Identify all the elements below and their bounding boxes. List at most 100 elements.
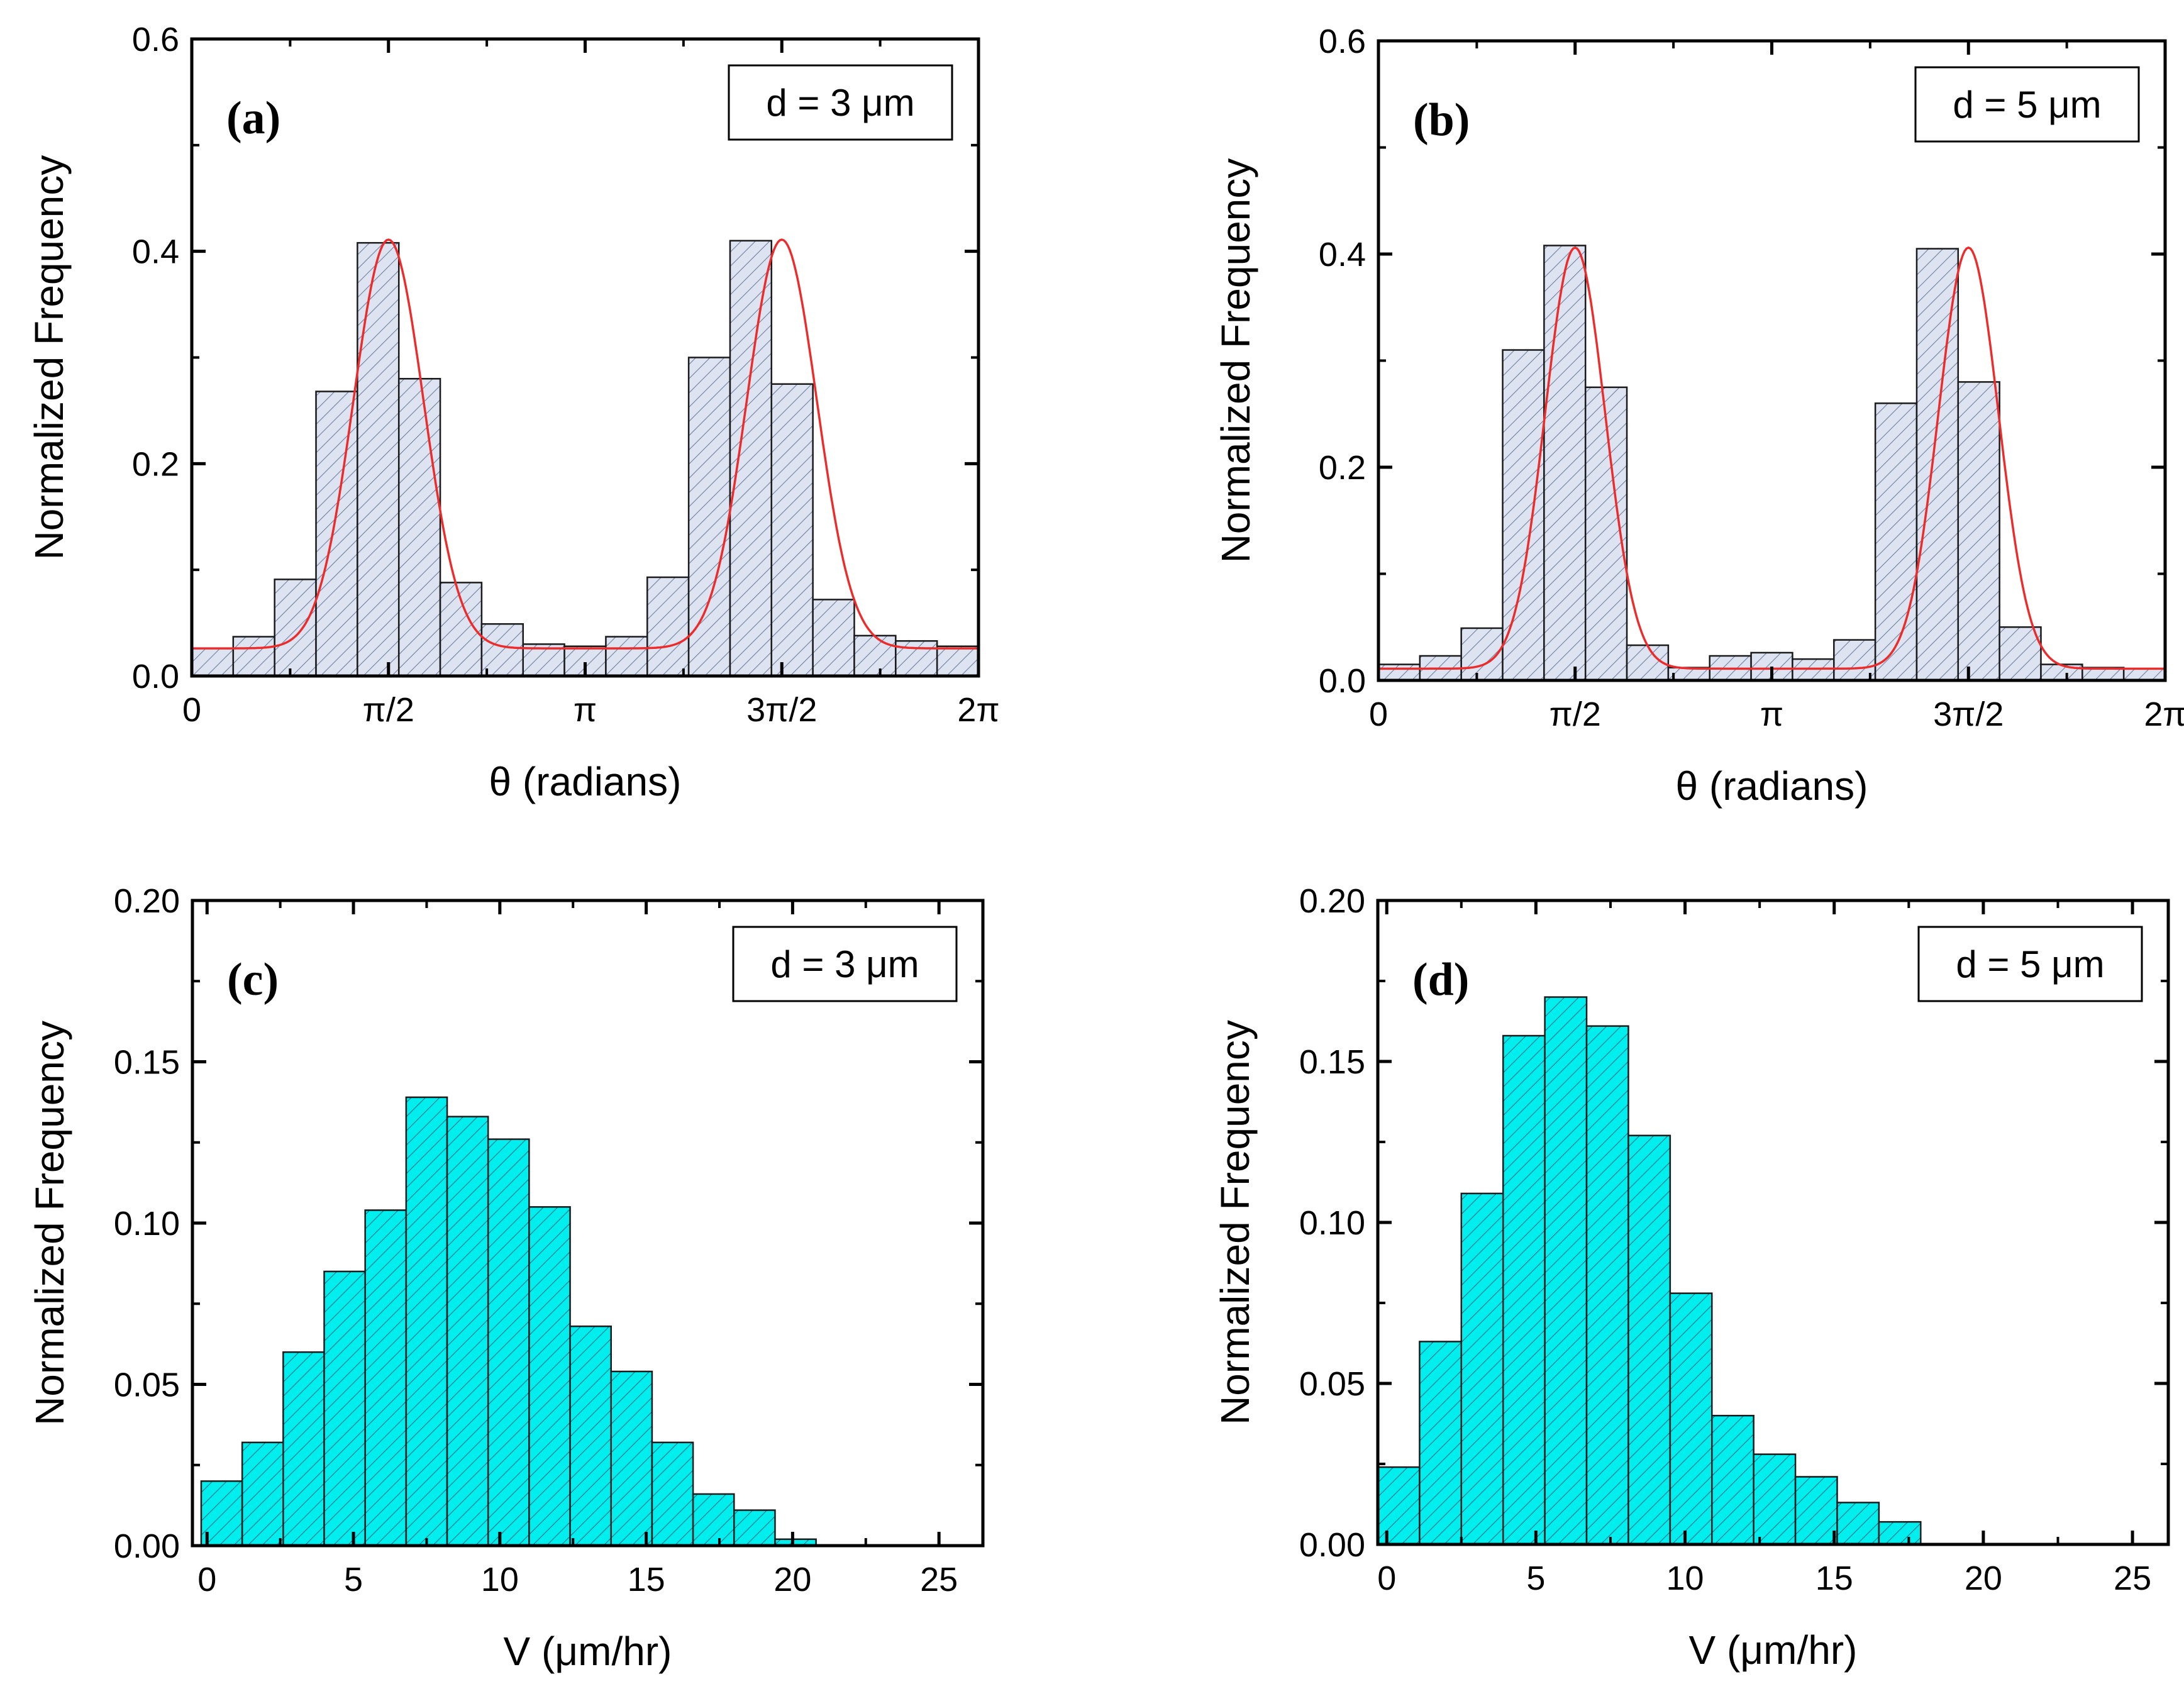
panel-label: (d) [1412,954,1469,1005]
x-tick-label: π [1760,695,1783,733]
panel-c: 0.00 0.05 0.10 0.15 0.20 0 5 10 15 20 25 V (μm/hr) N… [27,882,985,1674]
y-tick-label: 0.10 [114,1205,180,1243]
bar [729,240,773,677]
bar [1460,1192,1504,1546]
bar [1543,245,1587,682]
y-axis-title: Normalized Frequency [1213,158,1258,563]
x-tick-label: 0 [182,691,201,729]
bar [1584,386,1628,682]
y-axis-title: Normalized Frequency [1212,1020,1258,1425]
bar [323,1270,366,1547]
bar [315,391,358,677]
x-axis-title: V (μm/hr) [1689,1627,1858,1673]
bar [241,1441,284,1547]
bar [2040,663,2083,682]
y-tick-label: 0.05 [114,1366,180,1404]
bar [1377,663,1421,682]
x-tick-label: 25 [2114,1559,2151,1597]
bar [487,1138,530,1547]
bar [1957,381,2000,682]
legend-box [1917,926,2143,1002]
y-tick-label: 0.2 [132,445,179,483]
y-tick-label: 0.10 [1299,1204,1365,1242]
x-tick-label: 3π/2 [1933,695,2004,733]
x-tick-label: π [574,691,597,729]
x-axis-title: θ (radians) [489,759,682,804]
y-tick-label: 0.15 [1299,1043,1365,1081]
x-tick-label: 10 [481,1561,519,1598]
bar [1711,1414,1754,1546]
bar [446,1116,489,1547]
fit-curve [1378,246,2165,670]
bar [191,647,235,677]
bar [2122,668,2166,682]
legend-box [732,926,958,1002]
y-tick-label: 0.4 [1319,236,1366,274]
bar [274,579,317,677]
y-tick-label: 0.6 [132,21,179,58]
bar [692,1493,735,1547]
x-tick-label: 5 [344,1561,363,1598]
x-tick-label: 10 [1666,1559,1704,1597]
bar [282,1351,325,1547]
bar [1874,402,1918,682]
bar [1998,626,2042,682]
bar [812,599,855,677]
y-tick-label: 0.00 [1299,1526,1365,1564]
legend-box [728,64,953,141]
panel-a: 0.0 0.2 0.4 0.6 0 π/2 π 3π/2 2π θ (radians) Normal… [26,21,1000,804]
y-tick-label: 0.0 [1319,662,1366,700]
bar [936,645,980,677]
x-tick-label: π/2 [363,691,414,729]
x-tick-label: 0 [1377,1559,1396,1597]
bar [770,383,814,677]
panel-label: (a) [226,92,280,144]
bar [1419,1341,1463,1546]
legend-label: d = 5 μm [1956,943,2104,985]
legend-label: d = 3 μm [766,82,914,124]
bar [1377,1466,1421,1546]
x-tick-label: 3π/2 [746,691,817,729]
x-tick-label: 2π [957,691,999,729]
y-axis-title: Normalized Frequency [26,155,72,560]
x-axis-title: V (μm/hr) [504,1629,672,1674]
bar [1794,1476,1838,1546]
bar [1836,1502,1880,1546]
bar [1502,1034,1546,1546]
bar [646,576,690,677]
y-tick-label: 0.20 [1299,882,1365,920]
bar [1544,996,1588,1546]
x-tick-label: 2π [2144,695,2184,733]
y-tick-label: 0.15 [114,1044,180,1082]
y-axis-title: Normalized Frequency [27,1021,72,1426]
y-tick-label: 0.20 [114,882,180,920]
x-tick-label: 5 [1526,1559,1545,1597]
x-tick-label: 0 [1369,695,1388,733]
y-tick-label: 0.4 [132,233,179,271]
legend-box [1914,66,2140,143]
bar [405,1096,448,1547]
panel-label: (b) [1413,94,1470,146]
y-tick-label: 0.0 [132,658,179,695]
panel-b: 0.0 0.2 0.4 0.6 0 π/2 π 3π/2 2π θ (radians) Normal… [1213,23,2184,809]
bar [733,1509,776,1547]
panel-d: 0.00 0.05 0.10 0.15 0.20 0 5 10 15 20 25 V (μm/hr) N… [1212,882,2170,1673]
bar [1669,1292,1713,1546]
x-tick-label: π/2 [1549,695,1601,733]
y-tick-label: 0.05 [1299,1365,1365,1403]
x-tick-label: 15 [1815,1559,1853,1597]
bar [364,1209,407,1547]
y-tick-label: 0.6 [1319,23,1366,60]
x-tick-label: 0 [197,1561,216,1598]
bar [357,241,400,677]
x-tick-label: 20 [773,1561,811,1598]
bar [1585,1025,1629,1546]
x-tick-label: 20 [1965,1559,2002,1597]
bar [528,1206,571,1547]
bar [605,636,648,677]
bar [1627,1134,1671,1546]
y-tick-label: 0.2 [1319,449,1366,487]
bar [1753,1453,1797,1546]
legend-label: d = 3 μm [770,943,919,985]
